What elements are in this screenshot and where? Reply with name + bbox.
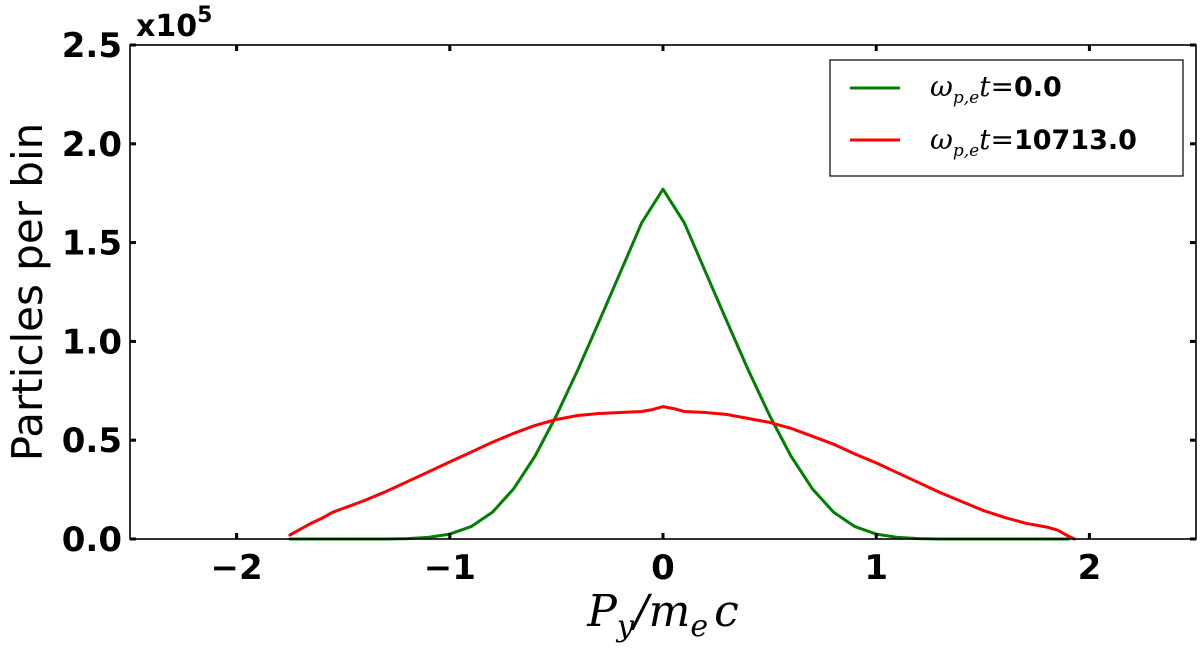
- y-tick-label: 1.5: [62, 224, 122, 264]
- y-tick-label: 2.5: [62, 26, 122, 66]
- x-axis-title: Py/me c: [586, 586, 739, 644]
- x-tick-label: 0: [651, 548, 675, 588]
- x-tick-label: 2: [1078, 548, 1102, 588]
- legend-entry-0: ωp,et=0.0: [930, 70, 1062, 108]
- x-tick-label: −2: [211, 548, 263, 588]
- legend: ωp,et=0.0 ωp,et=10713.0: [829, 59, 1184, 177]
- x-tick-label: 1: [864, 548, 888, 588]
- y-tick-label: 1.0: [62, 322, 122, 362]
- y-axis-title: Particles per bin: [3, 123, 52, 461]
- y-tick-label: 2.0: [62, 125, 122, 165]
- tick-layer: −2 −1 0 1 2 0.0 0.5 1.0 1.5 2.0 2.5: [62, 26, 1196, 588]
- x-tick-label: −1: [424, 548, 476, 588]
- series-line-1: [288, 405, 1076, 541]
- plot-frame: [129, 44, 1197, 540]
- y-tick-label: 0.0: [62, 520, 122, 560]
- y-tick-label: 0.5: [62, 421, 122, 461]
- legend-box: [829, 59, 1184, 177]
- legend-entry-1: ωp,et=10713.0: [930, 123, 1137, 161]
- y-offset-label: x105: [136, 3, 212, 44]
